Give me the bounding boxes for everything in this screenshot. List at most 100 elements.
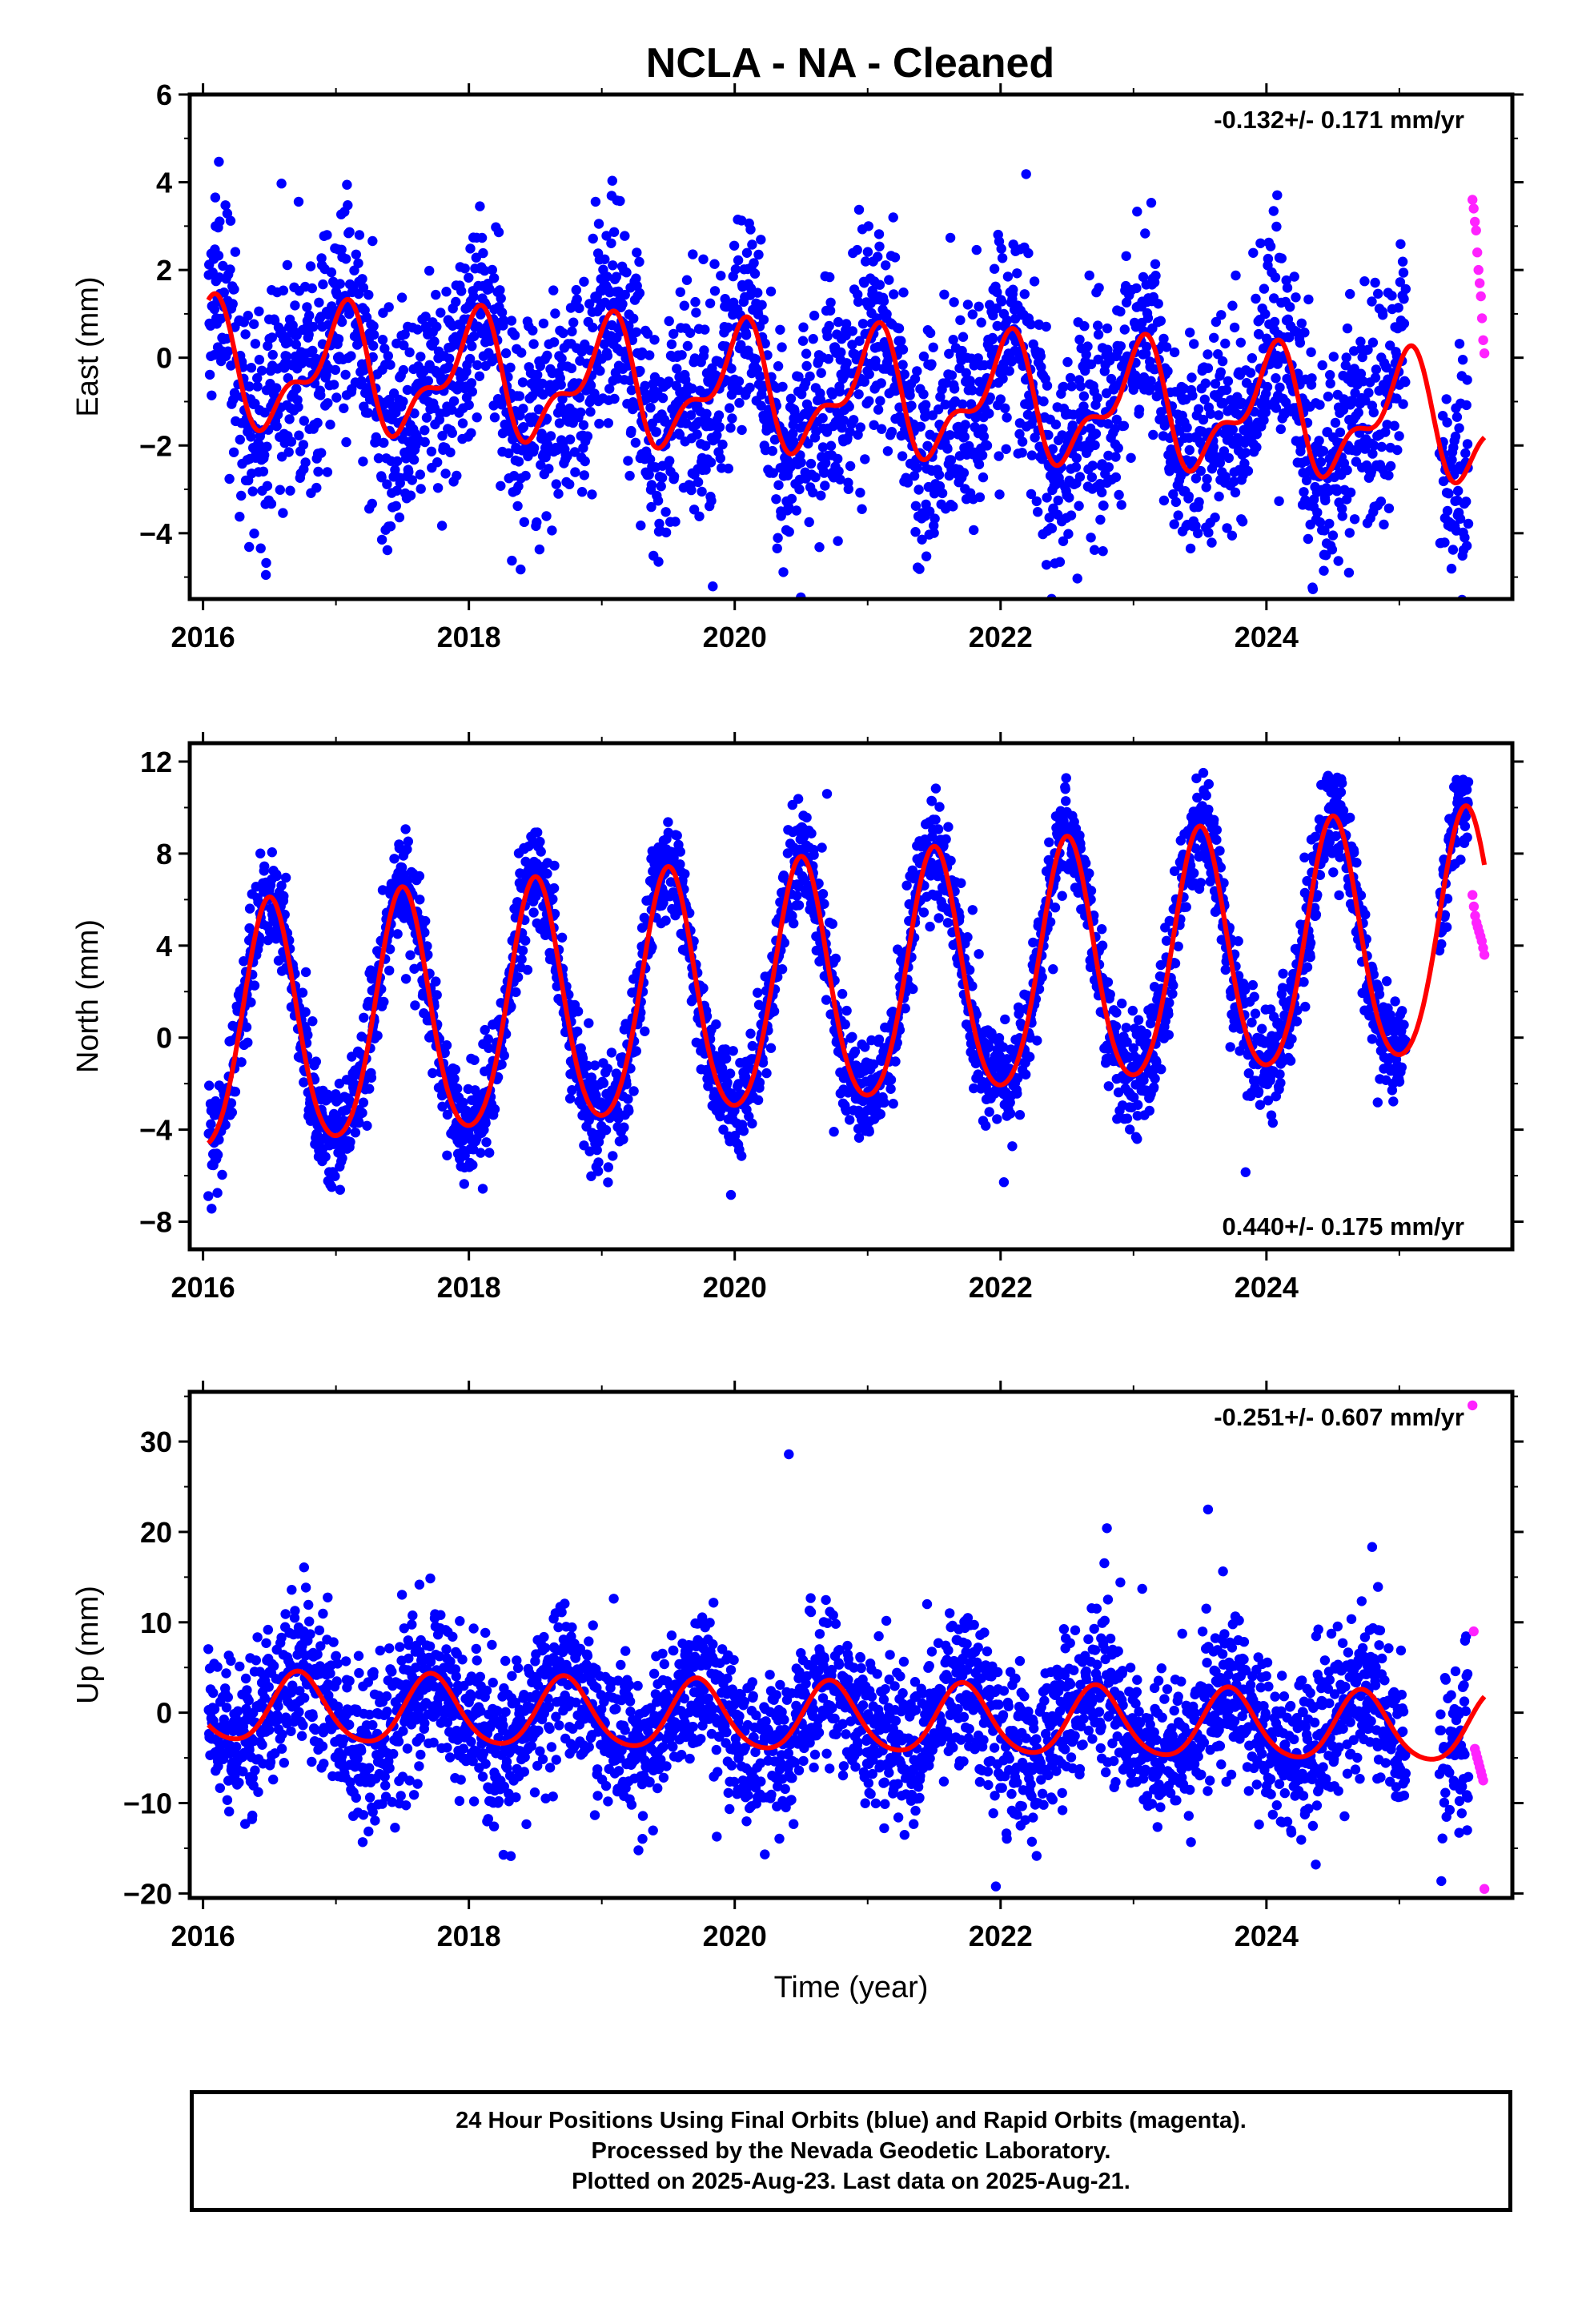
east-final-point [855,488,865,498]
east-final-point [893,323,905,334]
east-ytick-label: 6 [156,78,172,111]
east-final-point [756,235,766,245]
east-final-point [873,229,885,239]
east-final-point [1316,620,1326,629]
east-final-point [771,494,781,505]
north-xtick-label: 2018 [437,1271,501,1304]
east-final-point [756,400,766,411]
east-final-point [608,260,618,271]
north-final-point [792,891,802,901]
east-ytick-label: 0 [156,342,172,375]
east-final-point [1158,495,1170,506]
north-final-point [817,889,829,899]
east-final-point [909,471,920,481]
east-final-point [593,219,604,229]
east-final-point [816,490,826,501]
east-final-point [1343,567,1355,578]
north-final-point [279,891,289,902]
east-final-point [869,420,879,430]
north-final-point [403,836,413,846]
east-rapid-point [1470,216,1480,227]
north-final-point [460,1150,470,1161]
east-final-point [928,342,938,352]
east-final-point [262,480,273,491]
east-final-point [1399,318,1410,329]
east-final-point [1463,518,1474,529]
east-final-point [1318,446,1329,456]
east-final-point [897,344,909,355]
east-final-point [1138,271,1149,283]
east-final-point [363,408,373,418]
east-final-point [1303,294,1314,305]
east-final-point [373,453,384,464]
east-final-point [765,286,777,297]
east-final-point [1260,308,1271,320]
north-final-point [640,1026,650,1037]
east-final-point [1026,489,1037,500]
east-final-point [250,339,261,349]
north-final-point [603,1177,613,1188]
east-final-point [379,437,389,448]
east-final-point [254,355,265,365]
north-xtick-label: 2020 [703,1271,767,1304]
east-final-point [1098,546,1108,557]
north-final-point [821,995,832,1005]
east-final-point [1092,392,1102,404]
north-final-point [864,1126,874,1137]
east-final-point [437,431,448,441]
north-final-point [362,1120,372,1132]
east-final-point [644,469,654,480]
east-final-point [336,244,347,255]
east-final-point [822,331,833,342]
east-final-point [1115,306,1126,317]
east-final-point [1319,565,1329,576]
east-rapid-point [1468,203,1479,214]
east-final-point [839,371,849,381]
east-final-point [247,486,258,497]
east-final-point [1203,349,1213,360]
east-final-point [302,302,312,312]
east-final-point [674,429,685,440]
north-final-point [728,1046,738,1056]
north-final-point [239,956,249,967]
north-final-point [480,1024,490,1035]
east-final-point [358,456,368,467]
east-final-point [1097,487,1107,498]
east-final-point [733,255,744,266]
east-final-point [621,267,632,278]
north-final-point [323,1093,334,1104]
north-final-point [757,1057,769,1068]
east-final-point [693,476,704,488]
east-final-point [978,424,988,434]
east-final-point [957,399,968,409]
east-final-point [1169,519,1179,529]
east-final-point [1307,584,1319,594]
east-final-point [845,427,855,437]
east-final-point [368,321,379,332]
north-final-point [437,1101,448,1112]
north-final-point [415,895,425,905]
east-final-point [1235,337,1247,348]
east-final-point [472,360,483,371]
east-final-point [1360,396,1371,406]
east-final-point [286,436,297,447]
east-final-point [1102,419,1114,429]
east-final-point [636,521,646,531]
north-final-point [384,944,396,955]
east-final-point [733,376,745,387]
east-final-point [921,400,931,410]
east-final-point [1268,206,1279,216]
east-final-point [1186,372,1197,383]
east-final-point [1454,339,1465,349]
east-final-point [377,335,388,345]
east-final-point [1447,455,1457,465]
east-final-point [769,434,781,445]
east-final-point [512,501,523,512]
north-final-point [449,1073,460,1084]
east-final-point [1306,347,1316,357]
east-final-point [606,238,616,248]
north-final-point [718,1124,729,1135]
east-final-point [589,388,600,399]
north-final-point [787,911,797,921]
east-xtick-label: 2020 [703,621,767,653]
